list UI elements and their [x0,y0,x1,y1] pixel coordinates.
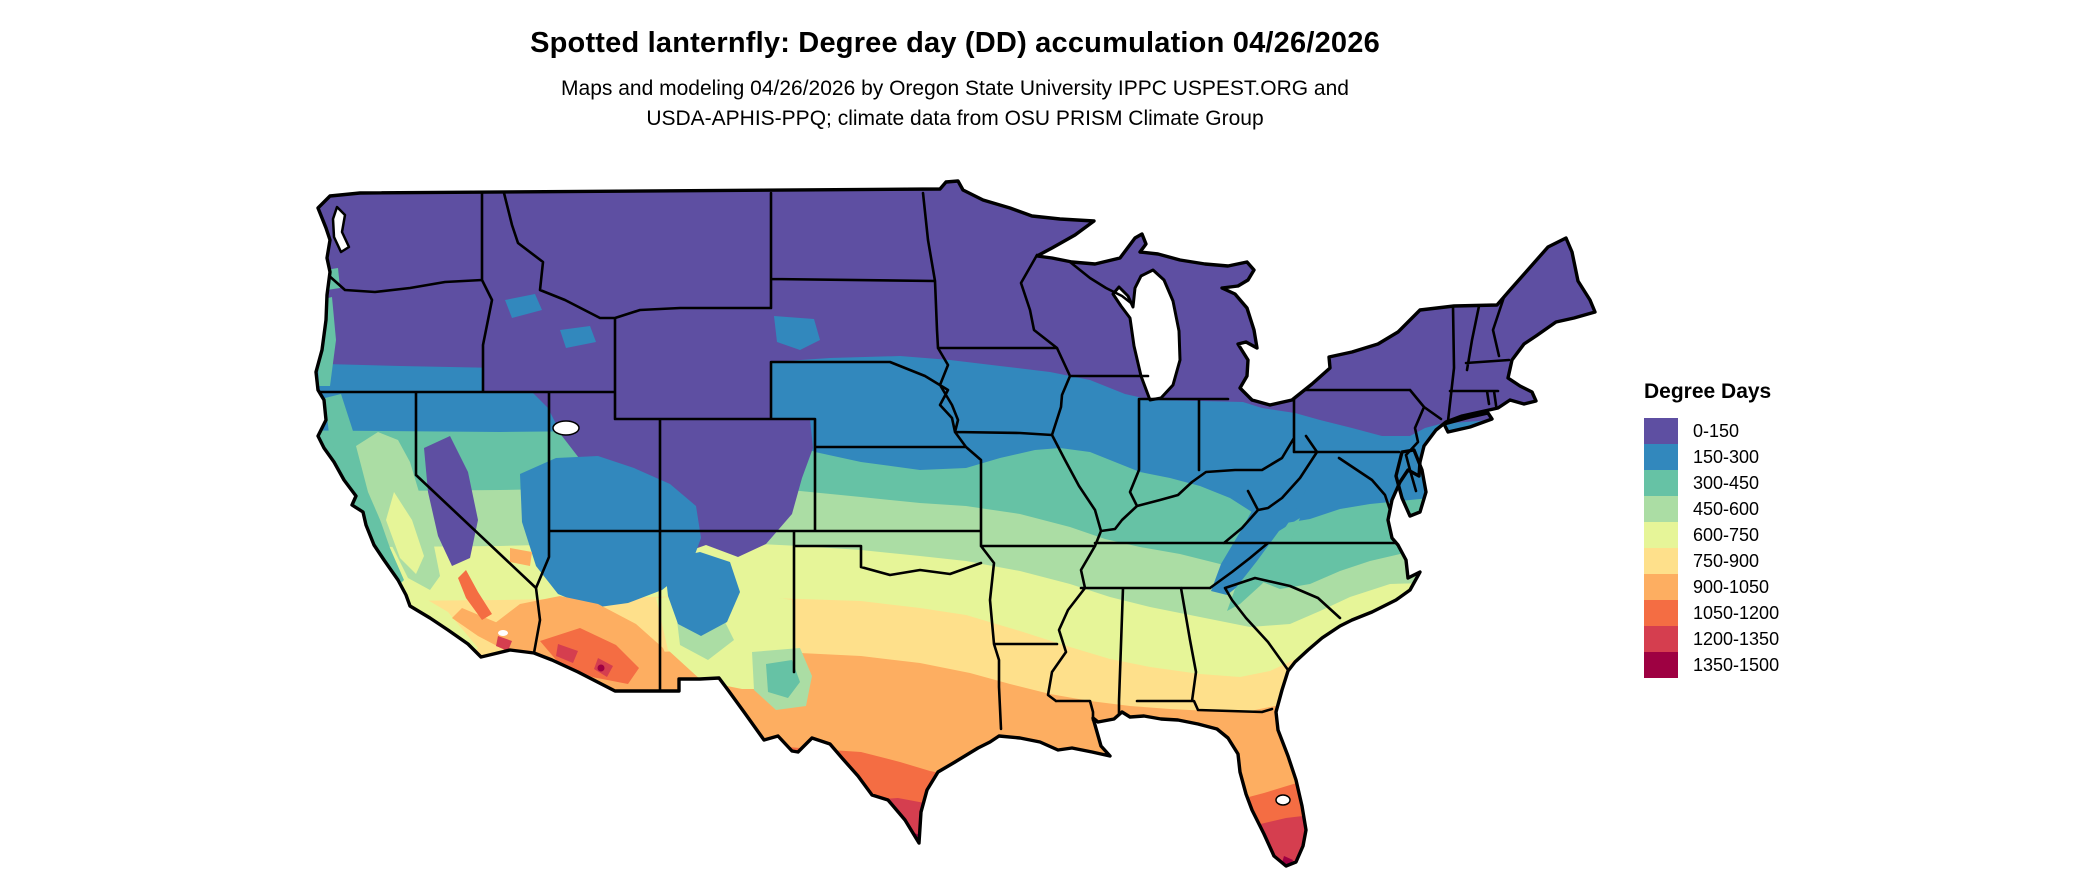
legend-item: 750-900 [1644,548,1864,574]
legend-item: 600-750 [1644,522,1864,548]
legend-label: 1200-1350 [1693,629,1780,649]
legend-label: 1050-1200 [1693,603,1780,623]
legend-item: 1350-1500 [1644,652,1864,678]
legend-swatch [1644,652,1678,678]
legend-swatch [1644,418,1678,444]
legend-swatch [1644,626,1678,652]
degree-day-raster [316,181,1595,866]
legend-swatch [1644,470,1678,496]
great-salt-lake [552,420,580,436]
legend-label: 0-150 [1693,421,1740,441]
title-block: Spotted lanternfly: Degree day (DD) accu… [0,0,1910,134]
legend: Degree Days 0-150 150-300 300-450 450-600 60… [1644,380,1864,678]
legend-item: 450-600 [1644,496,1864,522]
legend-label: 900-1050 [1693,577,1770,597]
legend-item: 300-450 [1644,470,1864,496]
legend-items: 0-150 150-300 300-450 450-600 600-750 750-900… [1644,418,1864,678]
lake-okeechobee [1275,794,1291,806]
puget-sound [331,205,351,254]
legend-item: 1200-1350 [1644,626,1864,652]
legend-item: 150-300 [1644,444,1864,470]
subtitle-line-1: Maps and modeling 04/26/2026 by Oregon S… [561,77,1349,100]
page-subtitle: Maps and modeling 04/26/2026 by Oregon S… [0,74,1910,134]
salton-sea [498,630,508,636]
legend-swatch [1644,496,1678,522]
legend-swatch [1644,574,1678,600]
page-title: Spotted lanternfly: Degree day (DD) accu… [530,27,1380,59]
legend-label: 450-600 [1693,499,1760,519]
state-borders [316,191,1511,731]
subtitle-line-2: USDA-APHIS-PPQ; climate data from OSU PR… [646,107,1264,130]
legend-swatch [1644,548,1678,574]
legend-item: 0-150 [1644,418,1864,444]
legend-swatch [1644,600,1678,626]
legend-label: 600-750 [1693,525,1760,545]
us-outline [314,179,1597,868]
legend-label: 300-450 [1693,473,1760,493]
legend-swatch [1644,444,1678,470]
legend-swatch [1644,522,1678,548]
legend-label: 150-300 [1693,447,1760,467]
legend-item: 900-1050 [1644,574,1864,600]
legend-title: Degree Days [1644,380,1772,403]
legend-label: 750-900 [1693,551,1760,571]
legend-item: 1050-1200 [1644,600,1864,626]
legend-label: 1350-1500 [1693,655,1780,675]
